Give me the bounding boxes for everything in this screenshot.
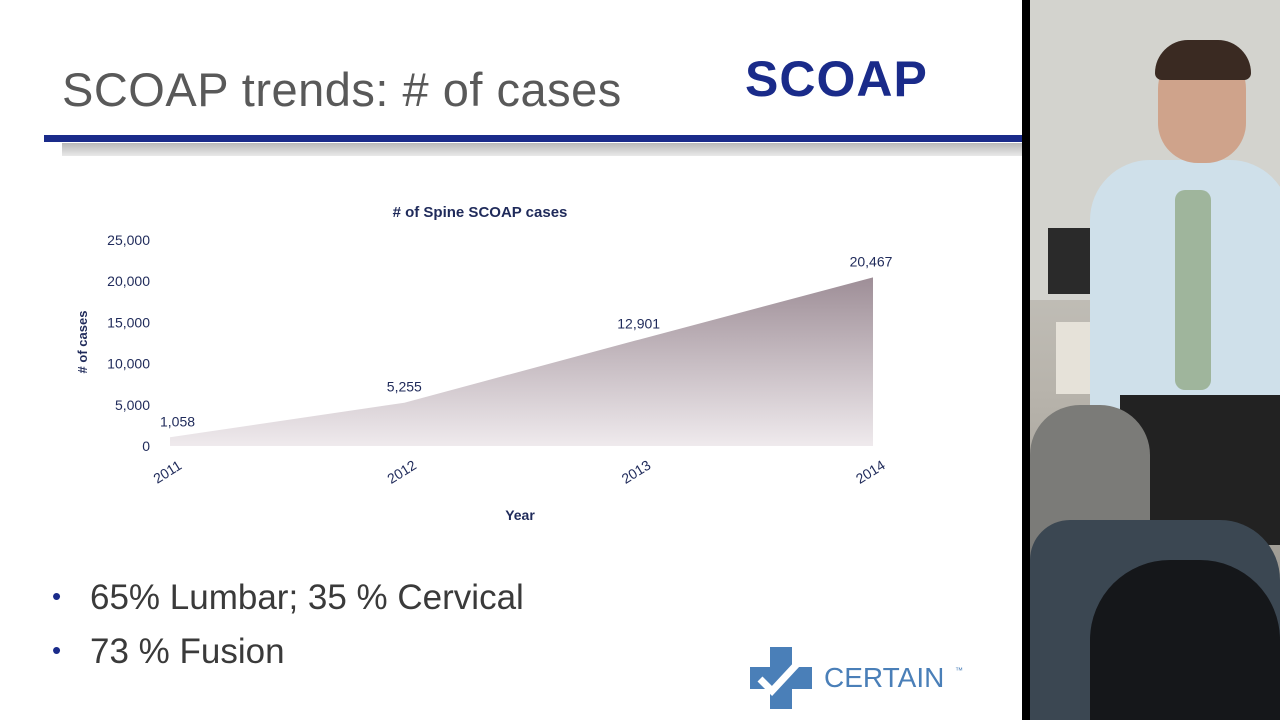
certain-check-icon (757, 660, 801, 697)
data-label: 1,058 (160, 413, 195, 429)
area-series (170, 277, 873, 446)
y-axis-label: # of cases (75, 311, 90, 374)
data-label: 20,467 (850, 253, 893, 269)
x-tick-label: 2013 (619, 457, 654, 487)
y-tick-label: 20,000 (107, 273, 150, 289)
scoap-logo-text: SCOAP (745, 51, 928, 106)
cases-area-chart: # of Spine SCOAP cases # of cases Year 0… (75, 204, 893, 523)
scoap-logo: SCOAP (745, 51, 928, 106)
presentation-slide: SCOAP trends: # of cases SCOAP # of Spin… (0, 0, 1022, 720)
certain-logo-mark: ™ (955, 666, 963, 675)
bullet-dot: • (52, 581, 62, 611)
speaker-hair (1155, 40, 1251, 80)
bullet-text: 73 % Fusion (90, 632, 285, 671)
certain-logo: CERTAIN ™ (750, 647, 963, 709)
title-rule (44, 135, 1022, 142)
bullet-dot: • (52, 635, 62, 665)
x-axis-label: Year (505, 507, 535, 523)
speaker-tie (1175, 190, 1211, 390)
y-tick-label: 25,000 (107, 232, 150, 248)
speaker-video (1030, 0, 1280, 720)
x-tick-label: 2011 (150, 457, 184, 487)
y-tick-label: 15,000 (107, 314, 150, 330)
data-label: 12,901 (617, 316, 660, 332)
bullet-item: • 73 % Fusion (52, 628, 524, 682)
x-tick-label: 2014 (853, 457, 888, 487)
slide-title: SCOAP trends: # of cases (62, 63, 622, 116)
bullet-list: • 65% Lumbar; 35 % Cervical • 73 % Fusion (52, 574, 524, 682)
x-tick-label: 2012 (384, 457, 419, 487)
bullet-text: 65% Lumbar; 35 % Cervical (90, 578, 524, 617)
y-tick-label: 0 (142, 438, 150, 454)
bullet-item: • 65% Lumbar; 35 % Cervical (52, 574, 524, 628)
y-tick-label: 5,000 (115, 397, 150, 413)
data-label: 5,255 (387, 379, 422, 395)
y-tick-label: 10,000 (107, 356, 150, 372)
audience-member (1090, 560, 1280, 720)
certain-logo-text: CERTAIN (824, 662, 944, 693)
chart-title: # of Spine SCOAP cases (393, 204, 568, 221)
title-shadow (62, 143, 1022, 156)
